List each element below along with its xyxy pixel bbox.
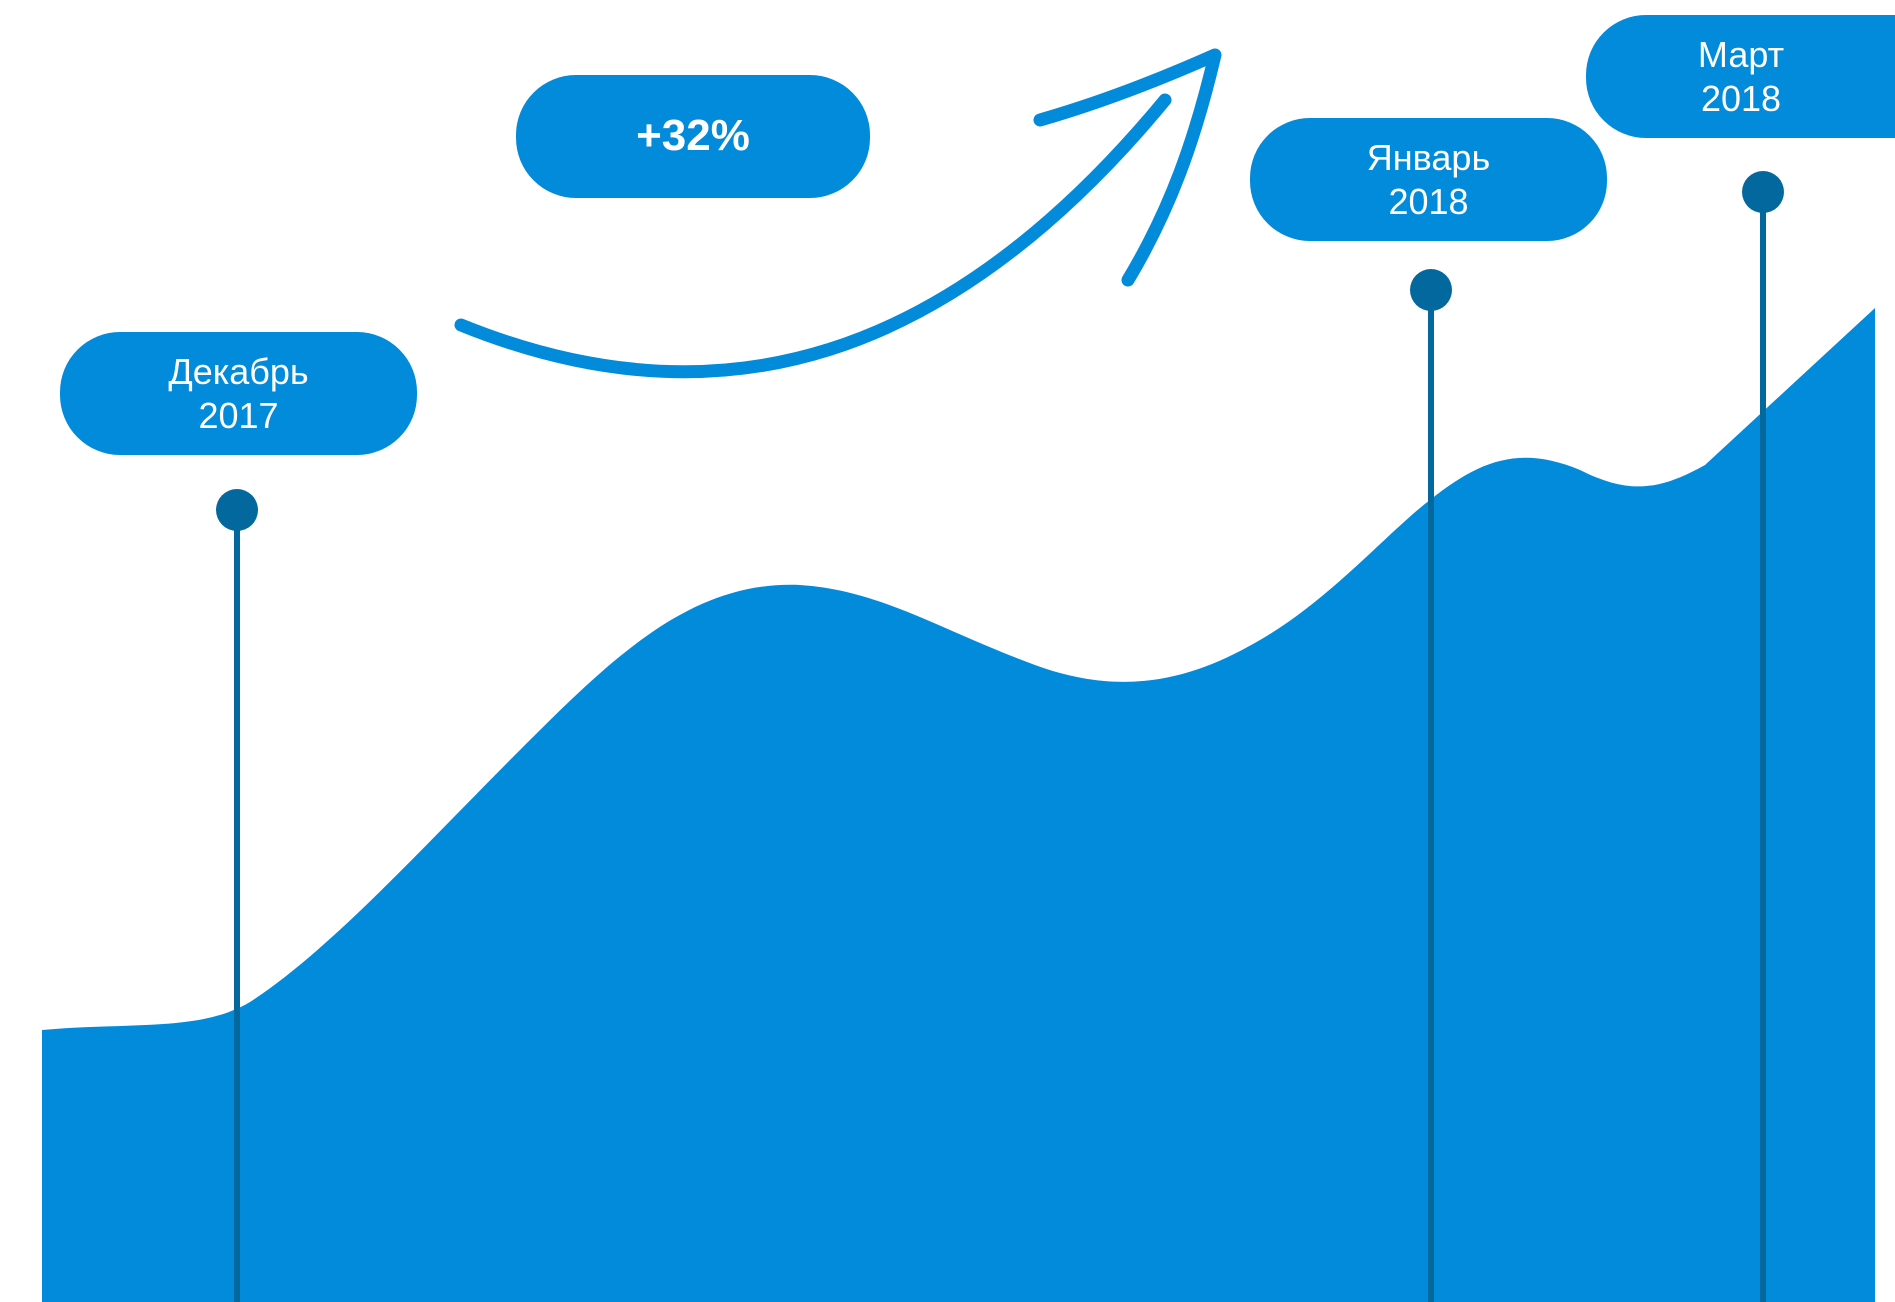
- area-series: [42, 308, 1875, 1302]
- label-badge-mar: Март 2018: [1586, 15, 1895, 138]
- marker-jan: [1410, 269, 1452, 1302]
- growth-arrow-icon: [454, 93, 1172, 379]
- marker-dot-jan: [1410, 269, 1452, 311]
- label-mar-month: Март: [1697, 34, 1785, 76]
- growth-arrowhead-icon: [1033, 48, 1222, 287]
- growth-badge: +32%: [516, 75, 870, 198]
- growth-label: +32%: [636, 111, 750, 161]
- marker-dot-mar: [1742, 171, 1784, 213]
- label-badge-jan: Январь 2018: [1250, 118, 1607, 241]
- label-mar-year: 2018: [1700, 77, 1782, 119]
- label-jan-year: 2018: [1388, 180, 1469, 222]
- label-badge-dec: Декабрь 2017: [60, 332, 417, 455]
- label-jan-month: Январь: [1366, 137, 1491, 179]
- marker-mar: [1742, 171, 1784, 1302]
- marker-dot-dec: [216, 489, 258, 531]
- label-dec-year: 2017: [198, 394, 279, 436]
- marker-dec: [216, 489, 258, 1302]
- label-dec-month: Декабрь: [168, 351, 309, 393]
